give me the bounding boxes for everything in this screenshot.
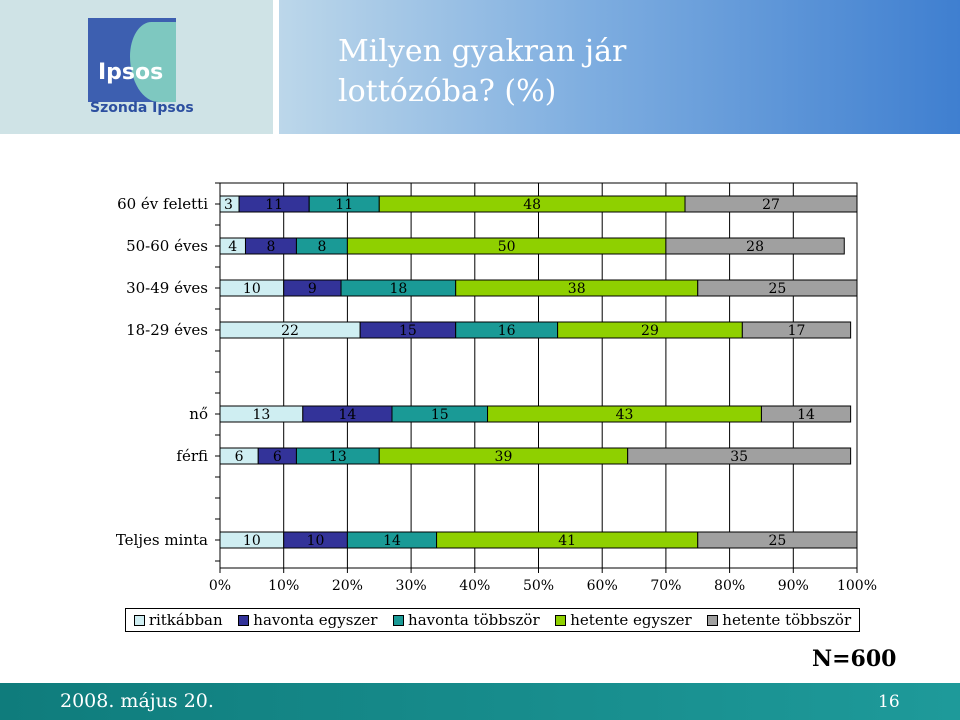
legend-swatch [707, 614, 719, 626]
legend-swatch [238, 614, 250, 626]
x-tick-label: 10% [268, 578, 299, 594]
data-label: 4 [228, 239, 237, 255]
legend-item: havonta egyszer [238, 611, 377, 629]
logo-subtitle: Szonda Ipsos [90, 100, 194, 116]
bar-segment [627, 447, 852, 465]
legend-label: havonta egyszer [253, 611, 378, 629]
data-label: 14 [338, 407, 356, 423]
title-line-1: Milyen gyakran jár [338, 34, 627, 69]
page-number: 16 [878, 692, 900, 712]
sample-size-note: N=600 [812, 646, 897, 672]
x-tick-label: 40% [459, 578, 490, 594]
data-label: 11 [335, 197, 353, 213]
legend-item: hetente egyszer [555, 611, 692, 629]
data-label: 39 [495, 449, 513, 465]
data-label: 6 [273, 449, 282, 465]
bar-segment [760, 405, 852, 423]
legend-item: ritkábban [133, 611, 223, 629]
data-label: 18 [389, 281, 407, 297]
data-label: 28 [746, 239, 764, 255]
data-label: 41 [558, 533, 576, 549]
data-label: 8 [266, 239, 275, 255]
data-label: 8 [317, 239, 326, 255]
category-label: 30-49 éves [126, 279, 208, 297]
legend-label: ritkábban [148, 611, 223, 629]
legend-item: hetente többször [707, 611, 851, 629]
x-tick-label: 70% [650, 578, 681, 594]
title-line-2: lottózóba? (%) [338, 74, 557, 109]
data-label: 35 [730, 449, 748, 465]
legend-item: havonta többször [393, 611, 540, 629]
legend-label: havonta többször [408, 611, 540, 629]
data-label: 6 [235, 449, 244, 465]
category-label: 18-29 éves [126, 321, 208, 339]
data-label: 48 [523, 197, 541, 213]
data-label: 50 [498, 239, 516, 255]
header-title-panel [279, 0, 960, 134]
slide-title: Milyen gyakran jár lottózóba? (%) [338, 32, 938, 112]
data-label: 11 [265, 197, 283, 213]
category-label: Teljes minta [116, 531, 208, 549]
bar-segment [697, 531, 858, 549]
data-label: 27 [762, 197, 780, 213]
category-label: nő [189, 405, 208, 423]
category-label: 60 év feletti [117, 195, 208, 213]
x-tick-label: 0% [209, 578, 231, 594]
data-label: 10 [243, 281, 261, 297]
data-label: 15 [431, 407, 449, 423]
x-tick-label: 60% [587, 578, 618, 594]
data-label: 9 [308, 281, 317, 297]
legend-label: hetente egyszer [570, 611, 692, 629]
data-label: 29 [641, 323, 659, 339]
chart-legend: ritkábban havonta egyszer havonta többször… [125, 608, 860, 632]
logo-text: Ipsos [98, 60, 164, 85]
footer-bar [0, 683, 960, 720]
data-label: 13 [252, 407, 270, 423]
data-label: 13 [329, 449, 347, 465]
data-label: 43 [616, 407, 634, 423]
data-label: 14 [797, 407, 815, 423]
footer-date: 2008. május 20. [60, 690, 214, 712]
stacked-bar-chart: 0% 10% 20% 30% 40% 50% 60% 70% 80% 90% 100% 60 év f… [116, 182, 877, 594]
bar-segment [665, 237, 845, 255]
data-label: 10 [307, 533, 325, 549]
x-tick-label: 80% [714, 578, 745, 594]
data-label: 22 [281, 323, 299, 339]
data-label: 15 [399, 323, 417, 339]
data-label: 16 [498, 323, 516, 339]
x-tick-label: 50% [523, 578, 554, 594]
legend-label: hetente többször [722, 611, 852, 629]
bar-segment [697, 279, 858, 297]
x-tick-label: 30% [396, 578, 427, 594]
x-tick-label: 100% [837, 578, 877, 594]
legend-swatch [555, 614, 567, 626]
bar-segment [741, 321, 852, 339]
bar-segment [684, 195, 858, 213]
data-label: 14 [383, 533, 401, 549]
data-label: 38 [568, 281, 586, 297]
header-left-panel: Ipsos Szonda Ipsos [0, 0, 273, 134]
category-label: férfi [176, 447, 208, 465]
ipsos-logo [88, 18, 176, 102]
data-label: 10 [243, 533, 261, 549]
data-label: 17 [788, 323, 806, 339]
data-label: 25 [768, 281, 786, 297]
category-label: 50-60 éves [126, 237, 208, 255]
legend-swatch [393, 614, 405, 626]
data-label: 25 [768, 533, 786, 549]
x-tick-label: 20% [332, 578, 363, 594]
x-tick-label: 90% [778, 578, 809, 594]
legend-swatch [133, 614, 145, 626]
data-label: 3 [224, 197, 233, 213]
